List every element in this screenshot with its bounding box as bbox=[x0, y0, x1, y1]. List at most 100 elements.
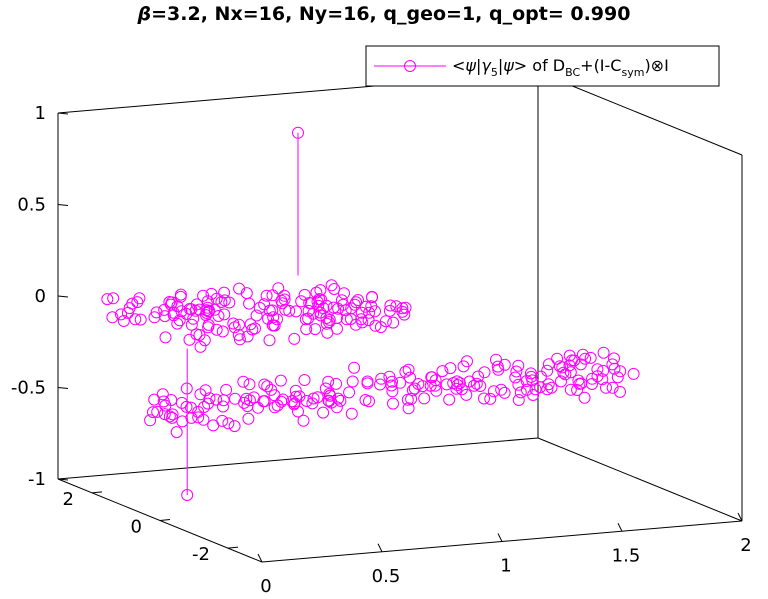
data-point bbox=[314, 309, 327, 322]
data-point bbox=[202, 318, 215, 331]
data-point bbox=[385, 379, 398, 392]
data-point bbox=[374, 378, 386, 391]
data-point bbox=[173, 314, 186, 327]
data-point bbox=[148, 311, 161, 324]
data-point bbox=[478, 392, 490, 405]
data-point bbox=[600, 381, 612, 394]
data-point bbox=[203, 392, 216, 405]
data-point bbox=[268, 401, 281, 414]
stem-endpoint bbox=[292, 126, 304, 139]
data-point bbox=[453, 377, 466, 390]
data-point bbox=[180, 382, 193, 395]
data-point bbox=[175, 305, 188, 318]
data-point bbox=[175, 396, 188, 409]
data-point bbox=[332, 392, 345, 405]
data-point bbox=[220, 383, 233, 396]
x-tick-label: 1 bbox=[500, 556, 511, 577]
data-point bbox=[584, 351, 597, 364]
data-point bbox=[278, 289, 291, 302]
data-point bbox=[267, 319, 280, 332]
data-point bbox=[192, 411, 205, 424]
data-point bbox=[183, 333, 196, 346]
data-point bbox=[474, 380, 487, 392]
data-point bbox=[238, 396, 251, 409]
data-point bbox=[208, 303, 221, 316]
data-point bbox=[402, 402, 415, 415]
data-point bbox=[297, 414, 310, 427]
z-tick-mark bbox=[57, 387, 69, 389]
data-point bbox=[241, 330, 254, 343]
x-tick-label: 1.5 bbox=[612, 545, 641, 566]
data-point bbox=[542, 378, 555, 391]
data-point bbox=[198, 401, 211, 413]
data-point bbox=[147, 406, 159, 419]
z-tick-label: 1 bbox=[35, 103, 46, 124]
data-point bbox=[107, 292, 120, 305]
z-tick-label: -1 bbox=[28, 469, 46, 490]
data-point bbox=[597, 346, 610, 359]
data-point bbox=[212, 310, 225, 322]
data-point bbox=[379, 315, 392, 328]
data-point bbox=[461, 355, 473, 368]
data-point bbox=[468, 379, 480, 392]
data-point bbox=[323, 395, 336, 408]
data-point bbox=[343, 386, 356, 399]
data-point bbox=[460, 388, 473, 401]
data-point bbox=[325, 396, 338, 409]
data-point bbox=[611, 371, 624, 384]
data-point bbox=[242, 412, 255, 425]
data-point bbox=[331, 311, 343, 324]
z-tick-mark bbox=[57, 204, 69, 206]
data-point bbox=[129, 313, 142, 326]
y-tick-mark bbox=[227, 546, 239, 549]
data-point bbox=[512, 378, 525, 391]
data-point bbox=[174, 288, 187, 301]
data-point bbox=[529, 383, 542, 396]
z-tick-mark bbox=[57, 295, 69, 298]
data-point bbox=[309, 323, 322, 336]
y-tick-label: 2 bbox=[63, 489, 74, 510]
data-point bbox=[271, 313, 283, 326]
data-point bbox=[217, 400, 229, 413]
data-point bbox=[375, 372, 388, 385]
x-tick-label: 0.5 bbox=[372, 566, 401, 587]
data-point bbox=[156, 388, 169, 401]
data-point bbox=[332, 302, 345, 315]
data-point bbox=[404, 371, 416, 384]
data-point bbox=[170, 426, 183, 439]
data-point bbox=[166, 408, 179, 421]
data-point bbox=[586, 372, 599, 385]
data-point bbox=[426, 371, 438, 384]
data-point bbox=[524, 367, 537, 380]
data-point bbox=[394, 376, 407, 389]
data-point bbox=[210, 393, 223, 406]
data-point bbox=[387, 316, 400, 329]
data-point bbox=[571, 384, 584, 396]
data-point bbox=[261, 380, 274, 393]
data-point bbox=[338, 287, 350, 300]
data-point bbox=[218, 308, 231, 321]
title-rest: =3.2, Nx=16, Ny=16, q_geo=1, q_opt= 0.99… bbox=[151, 3, 630, 25]
x-tick-mark bbox=[617, 523, 623, 532]
title-beta: β bbox=[137, 3, 152, 25]
data-point bbox=[295, 295, 308, 308]
data-point bbox=[614, 385, 626, 398]
data-point bbox=[283, 304, 296, 317]
data-point bbox=[133, 292, 146, 305]
data-point bbox=[355, 306, 368, 319]
legend-label: <ψ|γ5|ψ> of DBC+(I-Csym)⊗I bbox=[452, 56, 669, 79]
data-point bbox=[340, 313, 353, 326]
data-point bbox=[408, 382, 421, 395]
data-point bbox=[369, 319, 382, 332]
data-point bbox=[317, 302, 330, 315]
data-point bbox=[498, 386, 511, 399]
data-point bbox=[233, 333, 246, 346]
data-point bbox=[279, 303, 292, 316]
data-point bbox=[512, 359, 525, 372]
data-point bbox=[363, 306, 376, 319]
data-point bbox=[185, 318, 198, 331]
data-point bbox=[151, 405, 164, 418]
data-point bbox=[260, 289, 273, 302]
data-point bbox=[328, 283, 341, 295]
data-point bbox=[218, 294, 231, 307]
